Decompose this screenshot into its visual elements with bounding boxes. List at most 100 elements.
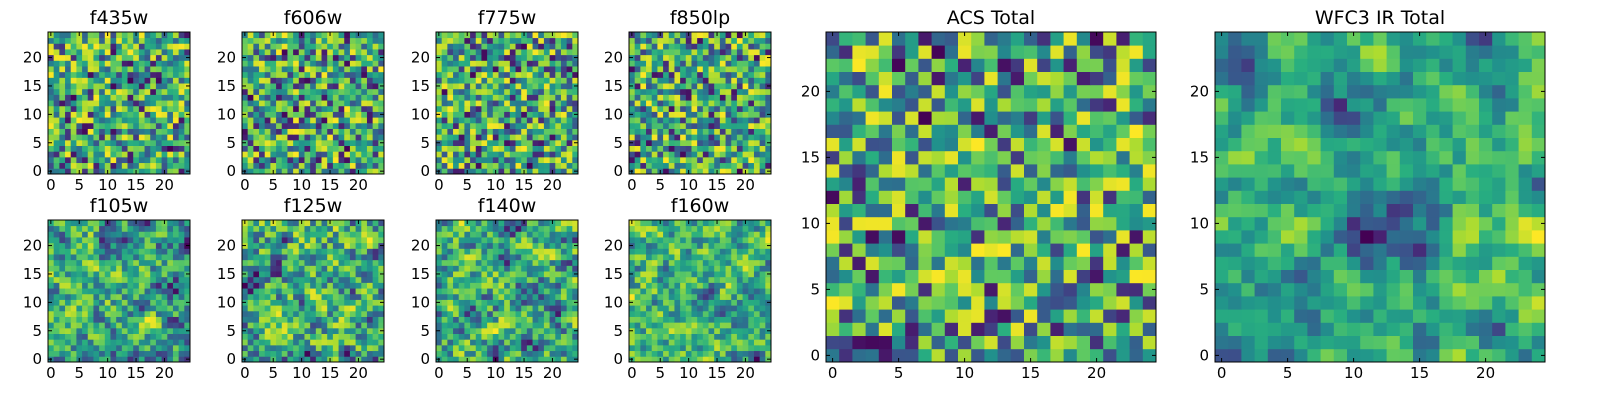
heatmap-cell [304,327,311,334]
heatmap-cell [566,105,573,112]
heatmap-cell [259,339,266,346]
heatmap-cell [549,310,556,317]
heatmap-cell [736,94,743,101]
heatmap-cell [144,139,151,146]
heatmap-cell [48,151,55,158]
heatmap-cell [521,265,528,272]
x-tick-label: 15 [126,364,145,382]
heatmap-cell [663,310,670,317]
heatmap-cell [509,111,516,118]
heatmap-cell [127,237,134,244]
heatmap-cell [366,248,374,255]
heatmap-cell [110,276,117,283]
heatmap-cell [138,37,145,44]
heatmap-cell [453,49,460,56]
heatmap-cell [338,111,345,118]
heatmap-cell [127,37,134,44]
heatmap-cell [76,88,83,95]
heatmap-cell [349,37,356,44]
heatmap-cell [509,156,516,164]
heatmap-cell [504,265,511,272]
heatmap-cell [293,356,300,363]
heatmap-cell [138,111,145,118]
heatmap-cell [104,237,111,244]
heatmap-cell [321,105,328,112]
heatmap-cell [736,71,743,78]
heatmap-cell [526,134,533,141]
heatmap-cell [70,88,77,95]
heatmap-cell [526,32,533,39]
heatmap-cell [504,305,511,312]
heatmap-cell [144,83,151,90]
heatmap-cell [270,100,277,107]
heatmap-cell [543,66,550,73]
heatmap-cell [184,254,191,261]
heatmap-cell [127,145,134,152]
heatmap-cell [566,242,573,249]
heatmap-cell [315,117,322,124]
heatmap-cell [315,60,322,67]
heatmap-cell [172,162,180,169]
heatmap-cell [355,43,362,50]
heatmap-cell [453,128,460,135]
heatmap-cell [532,151,539,158]
heatmap-cell [93,259,100,266]
heatmap-cell [93,128,100,135]
heatmap-cell [344,49,351,56]
heatmap-cell [338,259,345,266]
heatmap-cell [310,276,317,283]
x-tick-label: 5 [74,364,84,382]
heatmap-cell [281,43,288,50]
heatmap-cell [116,134,123,141]
heatmap-cell [640,60,647,67]
heatmap-cell [521,259,528,266]
heatmap-cell [492,105,499,112]
heatmap-cell [629,77,636,84]
heatmap-cell [765,94,772,101]
heatmap-cell [719,128,726,135]
heatmap-cell [349,66,356,73]
heatmap-cell [492,122,499,129]
heatmap-cell [668,117,675,124]
heatmap-cell [526,293,533,300]
heatmap-cell [82,77,89,84]
heatmap-cell [702,276,709,283]
heatmap-cell [338,77,345,84]
heatmap-cell [736,139,743,146]
heatmap-cell [53,139,60,146]
heatmap-cell [161,237,168,244]
heatmap-cell [76,350,83,357]
heatmap-cell [287,49,294,56]
heatmap-cell [321,248,328,255]
heatmap-cell [87,333,94,340]
heatmap-cell [355,139,362,146]
heatmap-cell [53,134,60,141]
heatmap-cell [338,32,345,39]
heatmap-cell [70,60,77,67]
x-tick-label: 0 [240,176,250,194]
heatmap-cell [172,94,180,101]
heatmap-cell [338,305,345,312]
heatmap-cell [253,282,260,289]
heatmap-cell [82,259,89,266]
heatmap-cell [470,66,477,73]
heatmap-cell [470,282,477,289]
heatmap-cell [104,231,111,238]
heatmap-cell [65,66,72,73]
heatmap-cell [521,288,528,295]
heatmap-cell [293,60,300,67]
heatmap-cell [59,259,66,266]
heatmap-cell [349,145,356,152]
heatmap-cell [338,271,345,278]
heatmap-cell [702,145,709,152]
heatmap-cell [753,162,761,169]
heatmap-cell [253,327,260,334]
heatmap-cell [668,49,675,56]
heatmap-cell [538,139,545,146]
heatmap-cell [293,49,300,56]
heatmap-cell [184,88,191,95]
heatmap-cell [487,168,494,175]
heatmap [48,220,191,363]
heatmap-cell [355,333,362,340]
heatmap-cell [464,242,471,249]
